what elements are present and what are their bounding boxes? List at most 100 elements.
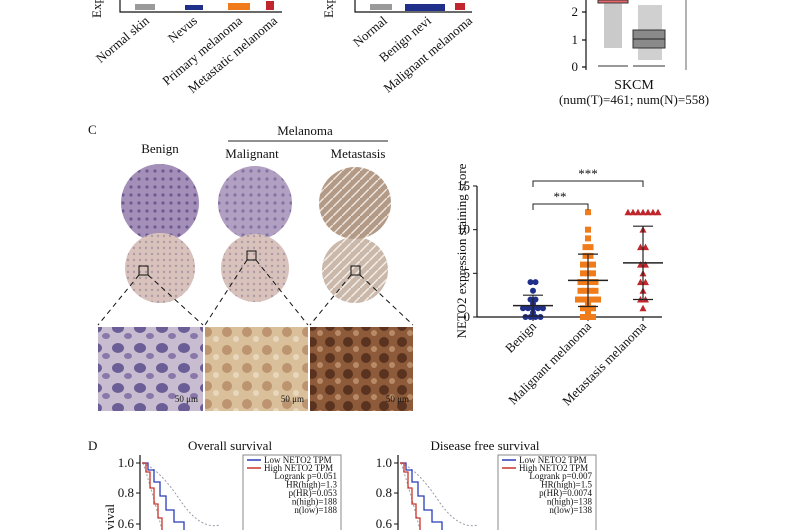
scale-bar: 50 μm: [386, 394, 409, 404]
tissue-core: [322, 237, 388, 303]
zoom-lines: [97, 259, 414, 326]
error-bar: [578, 253, 598, 308]
point: [624, 208, 632, 216]
stat-label: Logrank p=0.051: [274, 471, 337, 481]
point: [595, 296, 601, 303]
point: [582, 252, 589, 259]
point: [590, 296, 596, 303]
point: [585, 226, 591, 233]
legend-label: High NETO2 TPM: [519, 463, 588, 473]
dot-cluster: [405, 4, 445, 11]
curve-high: [400, 462, 421, 530]
y-tick-label: 5: [464, 265, 471, 280]
point: [587, 279, 594, 286]
y-tick-label: 1.0: [376, 455, 392, 470]
significance-bracket: [532, 203, 589, 210]
point: [532, 279, 539, 286]
dot-cluster: [185, 5, 203, 10]
legend-label: Low NETO2 TPM: [519, 455, 587, 465]
y-label: vival: [102, 504, 117, 530]
point: [642, 278, 649, 286]
plot-title: Disease free survival: [430, 438, 539, 453]
tissue-core: [121, 164, 199, 242]
dots: [135, 1, 274, 10]
panel-label: C: [88, 122, 97, 137]
curve-low: [142, 462, 185, 530]
significance: ***: [578, 166, 598, 181]
tissue-core: [221, 234, 289, 302]
point: [520, 305, 526, 312]
ci: [400, 462, 421, 530]
y-tick-label: 10: [457, 222, 470, 237]
point: [532, 296, 539, 303]
point: [637, 261, 644, 268]
panel-d: D Overall survival Disease free survival…: [88, 438, 597, 530]
legend-label: Low NETO2 TPM: [264, 455, 332, 465]
point: [654, 208, 662, 216]
y-tick-label: 0: [572, 59, 579, 74]
panel-a: Exp Normal skin Nevus Primary melanoma M…: [89, 0, 709, 107]
curve-low: [400, 462, 443, 530]
error-bar: [523, 294, 543, 317]
y-tick-label: 15: [457, 178, 470, 193]
y-tick-label: 0: [464, 309, 471, 324]
point: [590, 270, 596, 277]
point: [585, 309, 591, 316]
stat-label: n(high)=188: [292, 497, 338, 507]
panel-label: D: [88, 438, 97, 453]
point: [580, 270, 586, 277]
stat-label: p(HR)=0.053: [289, 488, 338, 498]
axis: [582, 0, 587, 70]
point: [639, 304, 647, 312]
y-tick-label: 2: [572, 4, 579, 19]
point: [587, 287, 594, 294]
panel-c-images: C Benign Melanoma Malignant Metastasis 5…: [88, 122, 414, 411]
point: [644, 208, 652, 216]
ci: [142, 462, 221, 527]
zoom-box: [138, 265, 149, 276]
scale-bar: 50 μm: [175, 394, 198, 404]
axis: [354, 0, 472, 13]
dot-cluster: [455, 3, 465, 10]
stat-label: n(high)=138: [547, 497, 593, 507]
point: [527, 296, 534, 303]
point: [530, 287, 536, 294]
point: [527, 279, 534, 286]
significance-bracket: [532, 180, 644, 187]
point: [580, 305, 586, 312]
point: [585, 235, 591, 242]
detail-image: [98, 327, 203, 411]
y-label: Exp: [89, 0, 104, 18]
column-label: Malignant: [225, 146, 279, 161]
y-tick-label: 0.8: [376, 485, 392, 500]
y-tick-label: 0.6: [376, 516, 393, 530]
point: [649, 208, 657, 216]
point: [637, 278, 644, 286]
point: [580, 296, 586, 303]
y-tick-label: 0.8: [118, 485, 134, 500]
point: [582, 279, 589, 286]
y-tick-label: 0.6: [118, 516, 135, 530]
point: [592, 287, 599, 294]
point: [590, 261, 596, 268]
point: [590, 305, 596, 312]
axis: [476, 186, 662, 318]
zoom-box: [350, 265, 361, 276]
stat-label: n(low)=188: [294, 505, 337, 515]
point: [592, 279, 599, 286]
point: [575, 296, 581, 303]
point: [522, 314, 529, 320]
point: [585, 209, 591, 216]
stat-label: p(HR)=0.0074: [539, 488, 592, 498]
column-label: Benign: [141, 141, 179, 156]
curve-high: [142, 462, 163, 530]
zoom-box: [246, 250, 257, 261]
point: [634, 208, 642, 216]
point: [527, 314, 534, 320]
point: [642, 243, 649, 251]
point: [587, 252, 594, 259]
point: [585, 305, 591, 312]
point: [582, 287, 589, 294]
